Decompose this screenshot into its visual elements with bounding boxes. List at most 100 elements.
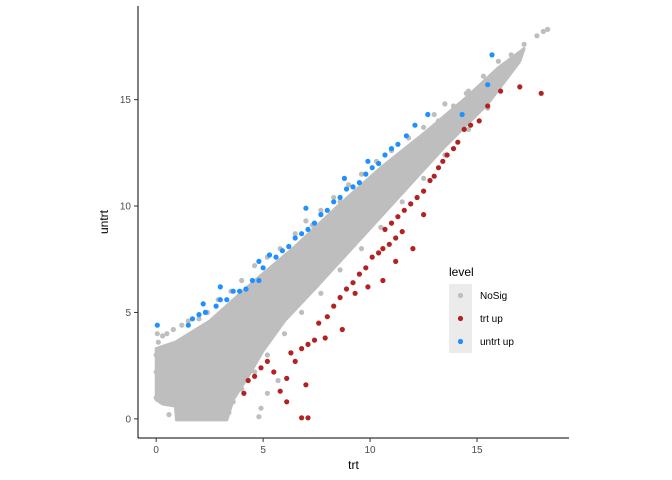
point-nosig bbox=[239, 386, 245, 392]
point-trt-up bbox=[299, 415, 305, 421]
ticks: 0 5 10 15 0 5 10 15 bbox=[120, 95, 483, 456]
point-untrt-up bbox=[403, 133, 409, 139]
point-trt-up bbox=[311, 337, 318, 343]
point-trt-up bbox=[299, 346, 305, 352]
point-untrt-up bbox=[200, 301, 206, 307]
point-trt-up bbox=[427, 177, 433, 184]
point-nosig bbox=[185, 318, 191, 324]
point-nosig bbox=[281, 331, 288, 337]
point-trt-up bbox=[476, 118, 482, 124]
point-nosig bbox=[252, 263, 258, 269]
point-nosig bbox=[271, 286, 277, 292]
point-trt-up bbox=[444, 152, 450, 158]
point-nosig bbox=[301, 254, 307, 260]
point-nosig bbox=[153, 395, 159, 401]
point-untrt-up bbox=[256, 258, 262, 264]
point-nosig bbox=[346, 207, 352, 213]
legend-title: level bbox=[449, 265, 474, 279]
point-nosig bbox=[217, 414, 223, 420]
point-trt-up bbox=[365, 284, 371, 290]
point-trt-up bbox=[356, 271, 362, 277]
point-nosig bbox=[230, 399, 236, 405]
point-nosig bbox=[346, 182, 352, 188]
point-untrt-up bbox=[459, 111, 465, 118]
point-untrt-up bbox=[292, 235, 298, 241]
point-nosig bbox=[175, 352, 181, 358]
point-untrt-up bbox=[266, 252, 273, 258]
point-nosig bbox=[196, 341, 202, 347]
point-trt-up bbox=[322, 335, 328, 341]
point-trt-up bbox=[316, 320, 322, 326]
legend-label-nosig: NoSig bbox=[480, 291, 507, 302]
point-nosig bbox=[226, 333, 232, 339]
point-nosig bbox=[431, 111, 437, 118]
legend: level NoSig trt up untrt up bbox=[449, 265, 514, 353]
point-trt-up bbox=[393, 258, 399, 264]
point-trt-up bbox=[380, 277, 386, 284]
point-trt-up bbox=[431, 173, 437, 179]
point-trt-up bbox=[292, 358, 298, 364]
point-trt-up bbox=[363, 265, 369, 271]
point-nosig bbox=[166, 412, 172, 418]
point-nosig bbox=[521, 41, 527, 47]
point-nosig bbox=[153, 352, 159, 358]
x-tick-label: 5 bbox=[260, 445, 266, 456]
point-untrt-up bbox=[217, 284, 223, 290]
point-untrt-up bbox=[311, 220, 318, 226]
point-untrt-up bbox=[388, 146, 395, 152]
point-trt-up bbox=[331, 303, 337, 309]
point-trt-up bbox=[395, 214, 401, 220]
point-trt-up bbox=[352, 290, 358, 296]
point-trt-up bbox=[485, 103, 491, 109]
point-nosig bbox=[465, 88, 472, 94]
point-trt-up bbox=[455, 139, 461, 145]
point-untrt-up bbox=[489, 52, 495, 58]
point-nosig bbox=[155, 339, 161, 345]
point-trt-up bbox=[271, 369, 277, 375]
point-untrt-up bbox=[154, 322, 160, 328]
point-untrt-up bbox=[213, 303, 219, 309]
point-trt-up bbox=[421, 188, 427, 194]
point-nosig bbox=[435, 118, 442, 124]
y-tick-label: 0 bbox=[125, 414, 131, 425]
point-untrt-up bbox=[299, 231, 305, 237]
point-nosig bbox=[318, 290, 324, 296]
point-nosig bbox=[239, 277, 245, 284]
point-nosig bbox=[376, 177, 382, 184]
point-untrt-up bbox=[363, 171, 369, 177]
point-trt-up bbox=[369, 254, 375, 260]
point-trt-up bbox=[468, 122, 474, 128]
point-untrt-up bbox=[343, 186, 350, 192]
point-trt-up bbox=[517, 84, 523, 90]
point-trt-up bbox=[288, 350, 294, 356]
point-trt-up bbox=[380, 246, 386, 252]
legend-key-trt-up bbox=[457, 315, 464, 322]
point-untrt-up bbox=[305, 226, 311, 232]
point-nosig bbox=[303, 218, 309, 224]
point-untrt-up bbox=[260, 265, 266, 271]
point-trt-up bbox=[305, 415, 311, 421]
point-trt-up bbox=[245, 377, 251, 384]
point-nosig bbox=[540, 28, 546, 35]
point-trt-up bbox=[401, 207, 407, 213]
legend-entries: NoSig trt up untrt up bbox=[457, 291, 514, 348]
point-trt-up bbox=[410, 246, 416, 252]
point-untrt-up bbox=[485, 82, 491, 88]
point-nosig bbox=[421, 124, 427, 130]
point-trt-up bbox=[414, 194, 420, 201]
x-axis-title: trt bbox=[348, 458, 359, 472]
point-untrt-up bbox=[196, 312, 202, 318]
point-trt-up bbox=[408, 201, 414, 207]
point-trt-up bbox=[435, 165, 442, 171]
point-untrt-up bbox=[273, 254, 279, 260]
point-untrt-up bbox=[189, 316, 196, 322]
point-untrt-up bbox=[382, 152, 388, 158]
point-nosig bbox=[495, 67, 501, 73]
point-trt-up bbox=[277, 388, 283, 394]
nosig-dense-region bbox=[154, 47, 526, 422]
point-untrt-up bbox=[337, 194, 343, 201]
point-untrt-up bbox=[202, 309, 208, 315]
point-untrt-up bbox=[303, 205, 309, 211]
point-nosig bbox=[179, 322, 185, 328]
point-nosig bbox=[196, 316, 202, 322]
